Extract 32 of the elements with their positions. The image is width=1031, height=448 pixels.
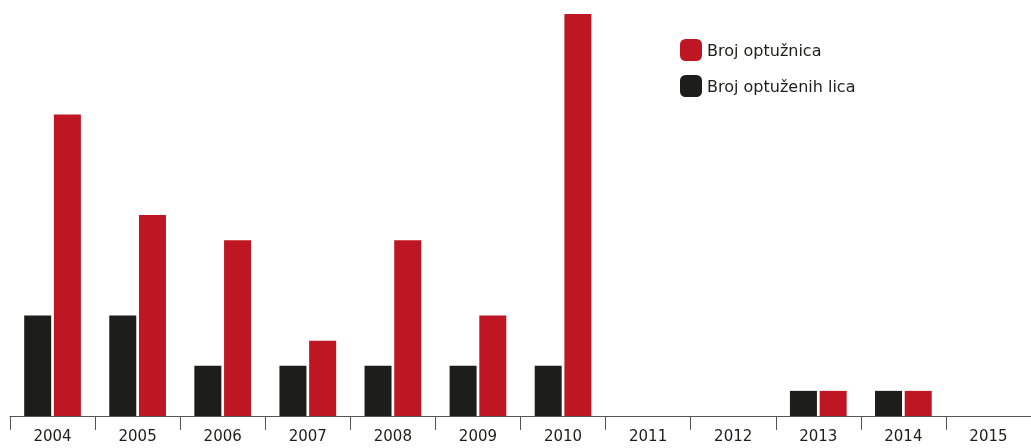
x-tick-label: 2007 (288, 426, 327, 445)
bar (819, 390, 847, 416)
bar (194, 365, 222, 416)
bar (224, 240, 252, 416)
x-tick-label: 2014 (884, 426, 923, 445)
bar (53, 114, 81, 416)
x-tick-label: 2005 (118, 426, 157, 445)
legend-label: Broj optuženih lica (707, 76, 856, 96)
bar (564, 14, 592, 416)
bar (449, 365, 477, 416)
legend-label: Broj optužnica (707, 40, 822, 60)
bar (24, 315, 52, 416)
x-tick-label: 2009 (458, 426, 498, 445)
x-tick-label: 2015 (969, 426, 1008, 445)
x-tick-label: 2004 (33, 426, 72, 445)
bar (789, 390, 817, 416)
bar (479, 315, 507, 416)
x-tick-label: 2013 (799, 426, 838, 445)
x-tick-label: 2008 (373, 426, 412, 445)
x-tick-label: 2006 (203, 426, 242, 445)
bar (138, 215, 166, 416)
bar (394, 240, 422, 416)
bar (875, 390, 903, 416)
x-tick-label: 2012 (714, 426, 753, 445)
bar (309, 340, 337, 416)
bar (109, 315, 137, 416)
x-tick-label: 2010 (543, 426, 583, 445)
x-tick-label: 2011 (629, 426, 668, 445)
bar (364, 365, 392, 416)
bar (904, 390, 932, 416)
bar (279, 365, 307, 416)
bar (534, 365, 562, 416)
